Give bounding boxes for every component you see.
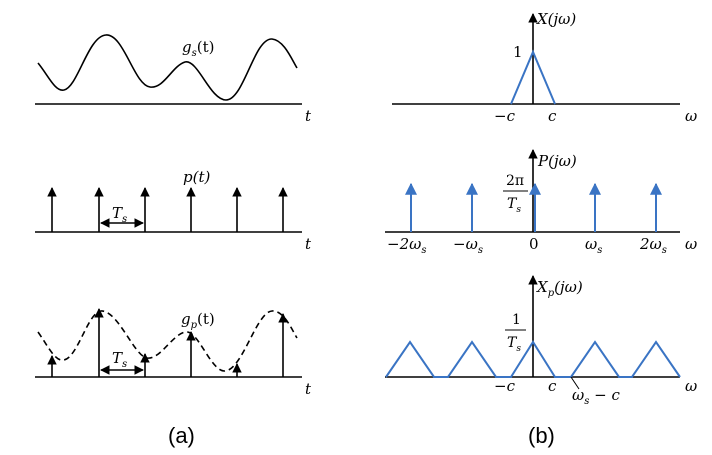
xp-tick-ws-minus-c: ωs − c	[572, 386, 620, 407]
pj-tick-2ws: 2ωs	[639, 235, 667, 256]
plot-xp: Xp(jω) 1 Ts −c c ωs − c ω	[385, 275, 697, 407]
caption-b: (b)	[528, 423, 555, 448]
pj-impulses	[405, 182, 662, 232]
p-period-label: Ts	[112, 204, 127, 225]
xp-tick-c: c	[548, 377, 557, 395]
p-axis-label: t	[305, 235, 312, 253]
gs-curve	[37, 34, 298, 101]
pj-axis-label: ω	[685, 235, 697, 253]
gp-samples	[47, 308, 288, 377]
gp-period-label: Ts	[112, 349, 127, 370]
gs-axis-label: t	[305, 107, 312, 125]
panel-a: gs(t) t Ts p(t) t	[35, 34, 312, 448]
gp-label: gp(t)	[181, 310, 215, 331]
plot-gs: gs(t) t	[35, 34, 312, 125]
panel-b: X(jω) 1 −c c ω P(jω) 2π Ts −2ωs −ωs 0	[385, 10, 697, 448]
xp-tick-minus-c: −c	[494, 377, 516, 395]
x-axis-label: ω	[685, 107, 697, 125]
x-tick-c: c	[548, 107, 557, 125]
gs-label: gs(t)	[182, 38, 214, 59]
pj-tick-minus-2ws: −2ωs	[387, 235, 426, 256]
pj-height-den: Ts	[507, 196, 521, 215]
p-impulses	[47, 187, 288, 232]
caption-a: (a)	[168, 423, 195, 448]
pj-tick-ws: ωs	[585, 235, 602, 256]
xp-spectrum-replicas	[385, 340, 681, 378]
pj-tick-zero: 0	[529, 235, 539, 253]
plot-x: X(jω) 1 −c c ω	[392, 10, 697, 125]
pj-label: P(jω)	[537, 152, 577, 170]
gp-axis-label: t	[305, 380, 312, 398]
plot-gp: Ts gp(t) t	[35, 308, 312, 398]
x-peak-label: 1	[513, 43, 523, 61]
x-spectrum-triangle	[510, 49, 556, 105]
xp-height-num: 1	[512, 312, 521, 328]
gp-envelope	[37, 310, 298, 372]
plot-p-spectrum: P(jω) 2π Ts −2ωs −ωs 0 ωs 2ωs ω	[385, 149, 697, 256]
plot-p: Ts p(t) t	[35, 168, 312, 253]
x-label: X(jω)	[536, 10, 576, 28]
pj-height-num: 2π	[506, 173, 524, 189]
xp-shift-pointer	[570, 376, 580, 390]
x-tick-minus-c: −c	[494, 107, 516, 125]
xp-label: Xp(jω)	[536, 278, 583, 299]
p-label: p(t)	[183, 168, 210, 186]
xp-height-den: Ts	[507, 335, 521, 354]
xp-axis-label: ω	[685, 377, 697, 395]
pj-tick-minus-ws: −ωs	[453, 235, 483, 256]
